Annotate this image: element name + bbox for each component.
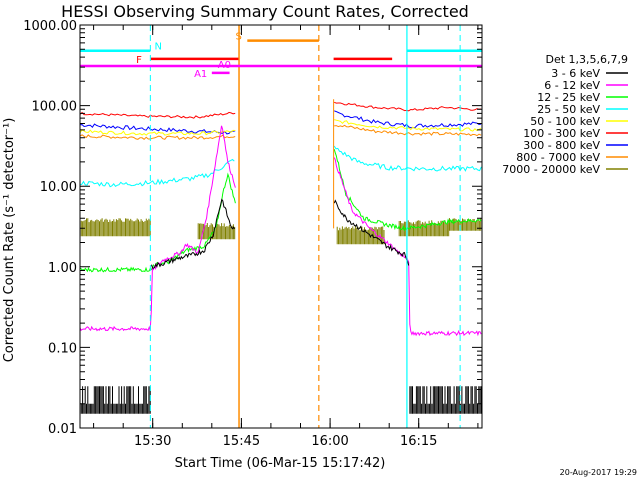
series-50-100kev-a [79, 129, 236, 136]
series-25-50kev-b [333, 145, 482, 172]
plot-border [79, 24, 483, 429]
y-axis-label: Corrected Count Rate (s⁻¹ detector⁻¹) [2, 118, 17, 363]
y-tick-label: 10.00 [40, 180, 77, 195]
y-tick-label: 1000.00 [23, 19, 77, 34]
series-7000-20000kev-a [79, 218, 151, 237]
x-minor-ticks [93, 25, 479, 428]
series-3-6kev-a [151, 198, 235, 269]
legend-label: 50 - 100 keV [530, 115, 600, 128]
series-800-7000kev-a [79, 134, 236, 140]
legend-label: 6 - 12 keV [544, 79, 600, 92]
flag-label-n: N [154, 42, 161, 53]
series-300-800kev-b [334, 110, 482, 129]
series-3-6kev-b [333, 199, 410, 266]
series-300-800kev-a [79, 123, 236, 135]
series-3-6kev-low-a [79, 386, 151, 414]
x-tick-label: 15:45 [223, 434, 260, 449]
series-12-25kev-b [333, 149, 482, 232]
flag-label-a0: A0 [218, 60, 231, 71]
series-25-50kev-a [79, 158, 235, 188]
legend-label: 12 - 25 keV [537, 91, 600, 104]
footer-timestamp: 20-Aug-2017 19:29 [560, 468, 637, 477]
plot-area: N S F A0 A1 [79, 25, 483, 428]
series-6-12kev-b [333, 157, 482, 337]
y-tick-label: 1.00 [48, 261, 77, 276]
x-tick-label: 16:00 [311, 434, 348, 449]
legend-label: 3 - 6 keV [551, 67, 600, 80]
y-minor-ticks [80, 28, 482, 405]
x-tick-label: 16:15 [400, 434, 437, 449]
x-tick-label: 15:30 [134, 434, 171, 449]
flag-label-a1: A1 [194, 69, 207, 80]
y-tick-label: 0.10 [48, 341, 77, 356]
plot-frame: 0.01 0.10 1.00 10.00 100.00 1000.00 15:30 15:45… [23, 19, 483, 449]
series-100-300kev-a [79, 111, 236, 119]
series-3-6kev-low-b [409, 386, 482, 414]
series-100-300kev-b [334, 101, 482, 112]
chart-title: HESSI Observing Summary Count Rates, Cor… [61, 2, 469, 21]
flag-label-s: S [235, 32, 241, 43]
series-800-7000kev-b [334, 124, 482, 137]
legend-label: 100 - 300 keV [523, 127, 600, 140]
x-axis-label: Start Time (06-Mar-15 15:17:42) [175, 456, 386, 471]
legend-label: 25 - 50 keV [537, 103, 600, 116]
y-tick-label: 100.00 [32, 100, 78, 115]
legend-label: 800 - 7000 keV [516, 151, 600, 164]
flag-label-f: F [136, 55, 142, 66]
series-50-100kev-b [334, 119, 482, 132]
legend-title: Det 1,3,5,6,7,9 [545, 53, 628, 66]
y-tick-label: 0.01 [48, 422, 77, 437]
legend-label: 7000 - 20000 keV [502, 163, 600, 176]
legend-label: 300 - 800 keV [523, 139, 600, 152]
